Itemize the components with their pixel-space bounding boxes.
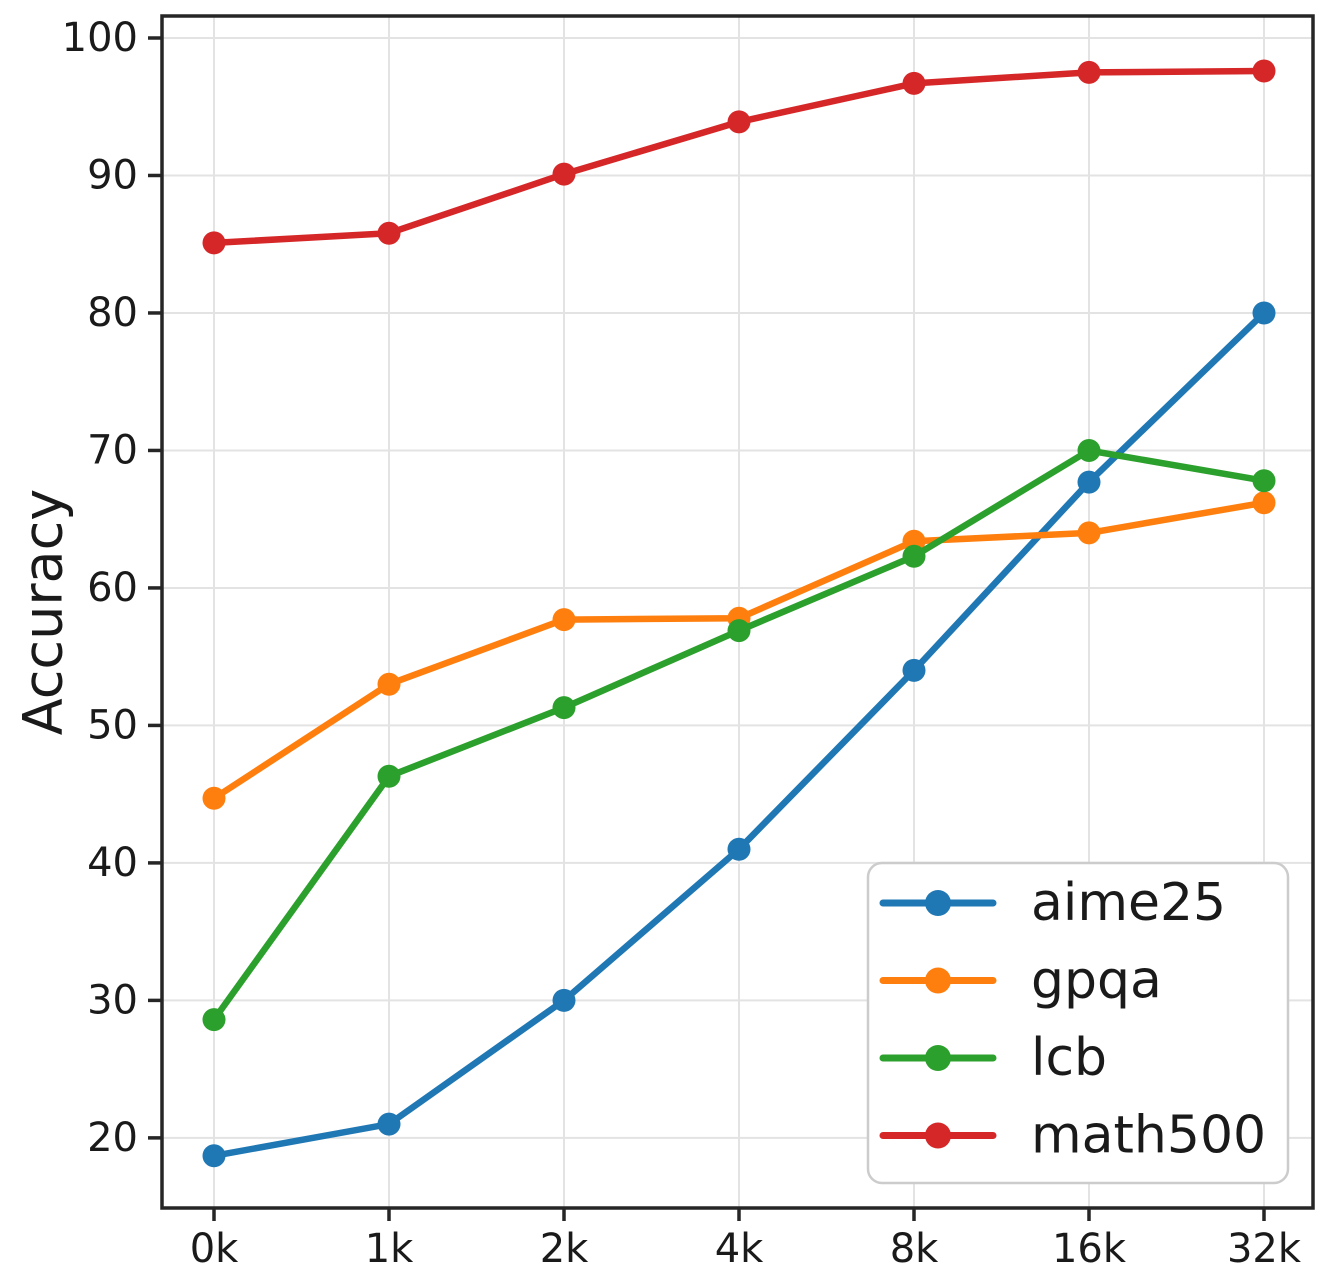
y-tick-label-20: 20 [87,1115,138,1161]
data-point-aime25-1k [377,1112,401,1136]
legend-marker-math500 [925,1122,951,1149]
legend-marker-gpqa [925,967,951,994]
data-point-lcb-1k [377,764,401,788]
x-tick-label-16k: 16k [1052,1226,1127,1272]
y-axis-label: Accuracy [12,489,75,736]
legend-box [866,861,1290,1185]
legend-label-math500: math500 [1031,1106,1266,1166]
axes: 20 30 40 50 60 70 80 90 100 0k 1k 2k 4k 8k 16k 32k [62,14,1315,1272]
y-tick-label-50: 50 [87,702,138,748]
data-point-math500-16k [1077,60,1101,84]
data-point-gpqa-2k [552,608,576,632]
x-tick-label-0k: 0k [190,1226,239,1272]
data-point-math500-1k [377,221,401,245]
data-point-aime25-2k [552,988,576,1012]
y-tick-label-100: 100 [62,15,138,61]
data-point-math500-8k [902,71,926,95]
legend-entry-math500: math500 [879,1106,1266,1166]
legend-entry-aime25: aime25 [879,873,1226,933]
data-point-lcb-0k [202,1008,226,1032]
data-point-lcb-2k [552,696,576,720]
x-tick-label-32k: 32k [1227,1226,1302,1272]
x-tick-label-1k: 1k [365,1226,414,1272]
legend-label-aime25: aime25 [1031,873,1226,933]
data-point-gpqa-16k [1077,521,1101,545]
data-point-math500-32k [1252,59,1276,83]
data-point-lcb-16k [1077,439,1101,462]
data-point-aime25-4k [727,837,751,861]
legend-marker-lcb [925,1045,951,1071]
data-point-lcb-4k [727,619,751,643]
data-point-aime25-0k [202,1144,226,1168]
y-tick-label-60: 60 [87,565,138,611]
y-tick-label-40: 40 [87,840,138,886]
data-point-lcb-8k [902,544,926,568]
data-point-gpqa-32k [1252,491,1276,515]
data-point-math500-0k [202,231,226,255]
data-point-gpqa-1k [377,672,401,696]
data-point-aime25-16k [1077,470,1101,494]
legend-entry-lcb: lcb [879,1028,1107,1088]
legend-marker-aime25 [925,890,951,916]
y-tick-label-90: 90 [87,152,138,198]
data-point-gpqa-0k [202,786,226,810]
x-tick-label-4k: 4k [715,1226,764,1272]
series-lcb [202,439,1276,1032]
data-point-aime25-8k [902,658,926,682]
data-point-math500-2k [552,162,576,186]
data-point-math500-4k [727,110,751,134]
legend: aime25 gpqa lcb math500 [866,861,1290,1185]
data-point-lcb-32k [1252,469,1276,493]
y-tick-label-70: 70 [87,427,138,473]
legend-label-gpqa: gpqa [1031,951,1162,1011]
series-aime25 [202,301,1276,1168]
legend-label-lcb: lcb [1031,1028,1107,1088]
data-series [202,59,1276,1168]
series-math500 [202,59,1276,255]
x-tick-label-2k: 2k [540,1226,589,1272]
legend-entry-gpqa: gpqa [879,951,1162,1011]
y-tick-label-80: 80 [87,290,138,336]
x-tick-label-8k: 8k [890,1226,939,1272]
data-point-aime25-32k [1252,301,1276,325]
y-tick-label-30: 30 [87,977,138,1023]
